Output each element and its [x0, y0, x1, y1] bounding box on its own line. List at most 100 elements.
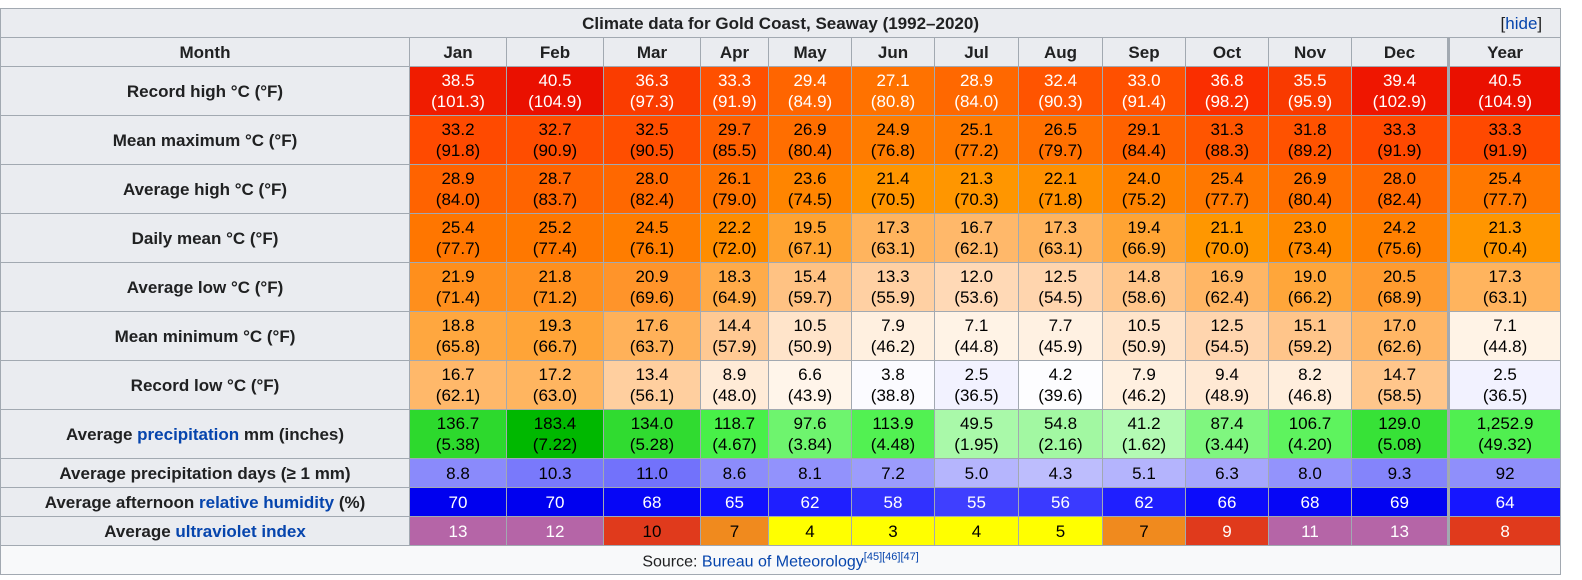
- cell-avg-low-year: 17.3 (63.1): [1446, 262, 1562, 312]
- cell-record-low-mar: 13.4 (56.1): [603, 360, 701, 410]
- cell-mean-max-jan: 33.2 (91.8): [409, 115, 507, 165]
- cell-value-secondary: (55.9): [870, 288, 916, 307]
- cell-value-celsius: 6.6: [798, 365, 822, 384]
- cell-value-secondary: (70.5): [870, 190, 916, 209]
- table-row-precip: Average precipitation mm (inches) 136.7 (5…: [0, 409, 1562, 459]
- row-label-link[interactable]: precipitation: [137, 424, 240, 444]
- cell-avg-low-mar: 20.9 (69.6): [603, 262, 701, 312]
- row-label-link[interactable]: relative humidity: [199, 492, 335, 512]
- cell-precip-days-nov: 8.0: [1268, 458, 1352, 488]
- hide-toggle[interactable]: [hide]: [1500, 14, 1543, 33]
- cell-mean-max-year: 33.3 (91.9): [1446, 115, 1562, 165]
- cell-value-celsius: 24.2: [1382, 218, 1417, 237]
- cell-precip-days-dec: 9.3: [1351, 458, 1449, 488]
- cell-value-celsius: 14.8: [1127, 267, 1161, 286]
- cell-value-secondary: (1.95): [954, 435, 999, 454]
- table-row-mean-min: Mean minimum °C (°F) 18.8 (65.8) 19.3 (66.7)…: [0, 311, 1562, 361]
- cell-value-secondary: (75.6): [1377, 239, 1422, 258]
- cell-precip-days-jul: 5.0: [934, 458, 1019, 488]
- cell-value-celsius: 97.6: [793, 414, 827, 433]
- cell-value-celsius: 10.5: [793, 316, 827, 335]
- cell-value-secondary: (77.4): [532, 239, 578, 258]
- source-note: Source: Bureau of Meteorology[45][46][47…: [0, 545, 1562, 575]
- cell-value-secondary: (63.1): [1482, 288, 1528, 307]
- cell-value-secondary: (79.7): [1038, 141, 1083, 160]
- cell-precip-days-apr: 8.6: [700, 458, 769, 488]
- cell-value-celsius: 17.3: [1488, 267, 1522, 286]
- cell-mean-max-may: 26.9 (80.4): [768, 115, 852, 165]
- cell-value-secondary: (82.4): [629, 190, 675, 209]
- cell-mean-min-feb: 19.3 (66.7): [506, 311, 604, 361]
- cell-value-secondary: (64.9): [712, 288, 757, 307]
- cell-value-secondary: (4.67): [712, 435, 757, 454]
- cell-avg-high-aug: 22.1 (71.8): [1018, 164, 1103, 214]
- cell-humidity-dec: 69: [1351, 487, 1449, 517]
- cell-value-celsius: 29.1: [1127, 120, 1161, 139]
- cell-value-secondary: (88.3): [1204, 141, 1250, 160]
- cell-value-secondary: (36.5): [954, 386, 999, 405]
- cell-record-low-nov: 8.2 (46.8): [1268, 360, 1352, 410]
- table-row-humidity: Average afternoon relative humidity (%) 7…: [0, 487, 1562, 517]
- cell-value-secondary: (74.5): [787, 190, 833, 209]
- cell-value-secondary: (66.9): [1121, 239, 1167, 258]
- cell-value-secondary: (70.4): [1482, 239, 1528, 258]
- cell-value-secondary: (97.3): [629, 92, 675, 111]
- cell-value-secondary: (76.8): [870, 141, 916, 160]
- cell-mean-min-nov: 15.1 (59.2): [1268, 311, 1352, 361]
- cell-value-secondary: (72.0): [712, 239, 757, 258]
- cell-value-celsius: 32.5: [635, 120, 669, 139]
- cell-value-celsius: 20.5: [1382, 267, 1417, 286]
- cell-value-secondary: (58.6): [1121, 288, 1167, 307]
- cell-value-celsius: 26.9: [793, 120, 827, 139]
- row-label-prefix: Average: [104, 521, 176, 541]
- column-header-aug: Aug: [1018, 37, 1103, 67]
- cell-mean-max-nov: 31.8 (89.2): [1268, 115, 1352, 165]
- cell-value-celsius: 33.3: [1382, 120, 1417, 139]
- cell-value-secondary: (58.5): [1377, 386, 1422, 405]
- cell-value-celsius: 27.1: [876, 71, 910, 90]
- cell-value-celsius: 134.0: [630, 414, 674, 433]
- row-label-link[interactable]: ultraviolet index: [175, 521, 306, 541]
- source-link[interactable]: Bureau of Meteorology: [701, 553, 864, 571]
- column-header-jun: Jun: [851, 37, 935, 67]
- cell-value-secondary: (104.9): [1478, 92, 1532, 111]
- cell-value-celsius: 33.3: [717, 71, 752, 90]
- cell-humidity-jan: 70: [409, 487, 507, 517]
- cell-humidity-apr: 65: [700, 487, 769, 517]
- cell-value-celsius: 23.6: [793, 169, 827, 188]
- cell-value-secondary: (68.9): [1377, 288, 1422, 307]
- cell-value-secondary: (89.2): [1287, 141, 1333, 160]
- cell-record-low-feb: 17.2 (63.0): [506, 360, 604, 410]
- hide-link[interactable]: hide: [1505, 14, 1538, 33]
- row-label-record-high: Record high °C (°F): [0, 66, 410, 116]
- cell-value-celsius: 18.8: [441, 316, 475, 335]
- cell-value-secondary: (44.8): [1482, 337, 1528, 356]
- cell-value-celsius: 28.0: [1382, 169, 1417, 188]
- cell-value-celsius: 25.4: [1210, 169, 1244, 188]
- column-header-oct: Oct: [1185, 37, 1269, 67]
- cell-mean-max-apr: 29.7 (85.5): [700, 115, 769, 165]
- cell-value-secondary: (76.1): [629, 239, 675, 258]
- cell-precip-feb: 183.4 (7.22): [506, 409, 604, 459]
- cell-value-celsius: 16.9: [1210, 267, 1244, 286]
- source-prefix: Source:: [642, 553, 702, 571]
- cell-mean-max-sep: 29.1 (84.4): [1102, 115, 1186, 165]
- cell-precip-apr: 118.7 (4.67): [700, 409, 769, 459]
- cell-value-celsius: 1,252.9: [1476, 414, 1534, 433]
- cell-value-secondary: (62.1): [435, 386, 481, 405]
- source-references[interactable]: [45][46][47]: [863, 551, 919, 564]
- cell-value-secondary: (57.9): [712, 337, 757, 356]
- cell-value-celsius: 32.4: [1043, 71, 1078, 90]
- cell-value-secondary: (71.4): [435, 288, 481, 307]
- table-row-avg-high: Average high °C (°F) 28.9 (84.0) 28.7 (83.7)…: [0, 164, 1562, 214]
- cell-avg-low-dec: 20.5 (68.9): [1351, 262, 1449, 312]
- column-header-year: Year: [1446, 37, 1562, 67]
- cell-value-celsius: 26.9: [1293, 169, 1327, 188]
- cell-value-secondary: (53.6): [954, 288, 999, 307]
- cell-record-low-dec: 14.7 (58.5): [1351, 360, 1449, 410]
- cell-value-celsius: 36.3: [635, 71, 669, 90]
- cell-precip-days-aug: 4.3: [1018, 458, 1103, 488]
- cell-uv-sep: 7: [1102, 516, 1186, 546]
- cell-value-secondary: (71.2): [532, 288, 578, 307]
- cell-record-low-jun: 3.8 (38.8): [851, 360, 935, 410]
